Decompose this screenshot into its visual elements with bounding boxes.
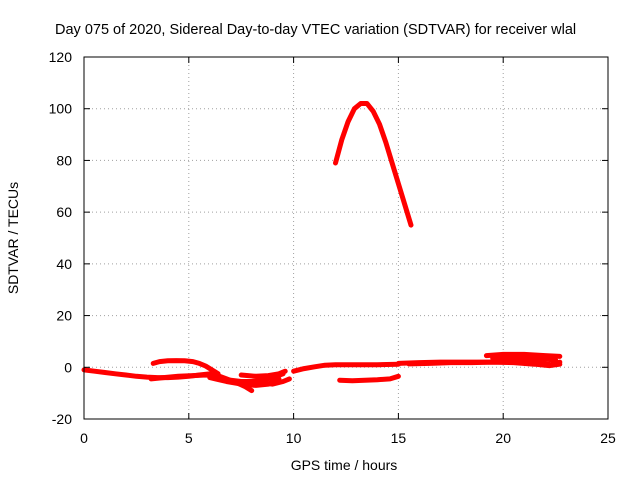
- y-tick-label: 20: [56, 308, 72, 324]
- y-tick-label: 100: [49, 101, 73, 117]
- series-line-arc-7: [238, 368, 288, 379]
- y-tick-label: 0: [64, 359, 72, 375]
- series-line-arc-peak: [333, 101, 414, 228]
- y-tick-label: 120: [49, 49, 73, 65]
- series-line-arc-8: [259, 376, 292, 387]
- series-line-arc-2: [150, 358, 221, 377]
- x-tick-label: 25: [600, 430, 616, 446]
- y-tick-label: 60: [56, 204, 72, 220]
- series-line-arc-13: [483, 351, 563, 359]
- x-tick-label: 5: [185, 430, 193, 446]
- x-tick-label: 15: [391, 430, 407, 446]
- plot-frame: [83, 56, 609, 420]
- x-tick-label: 20: [495, 430, 511, 446]
- axis-ticks: [83, 56, 609, 420]
- series-line-arc-15: [500, 357, 563, 368]
- x-tick-label: 10: [286, 430, 302, 446]
- y-axis-label: SDTVAR / TECUs: [5, 182, 21, 294]
- y-tick-label: 40: [56, 256, 72, 272]
- x-tick-labels: 0 5 10 15 20 25: [80, 430, 616, 446]
- x-axis-label: GPS time / hours: [291, 457, 398, 473]
- series-line-arc-9: [291, 361, 401, 374]
- data-series: [81, 101, 563, 394]
- y-tick-label: 80: [56, 152, 72, 168]
- chart-title: Day 075 of 2020, Sidereal Day-to-day VTE…: [55, 22, 576, 38]
- x-tick-label: 0: [80, 430, 88, 446]
- y-tick-label: -20: [52, 411, 72, 427]
- series-line-arc-10: [337, 373, 401, 384]
- y-tick-labels: -20 0 20 40 60 80 100 120: [49, 49, 73, 427]
- grid-lines: [84, 57, 608, 419]
- series-line-arc-3: [148, 372, 221, 382]
